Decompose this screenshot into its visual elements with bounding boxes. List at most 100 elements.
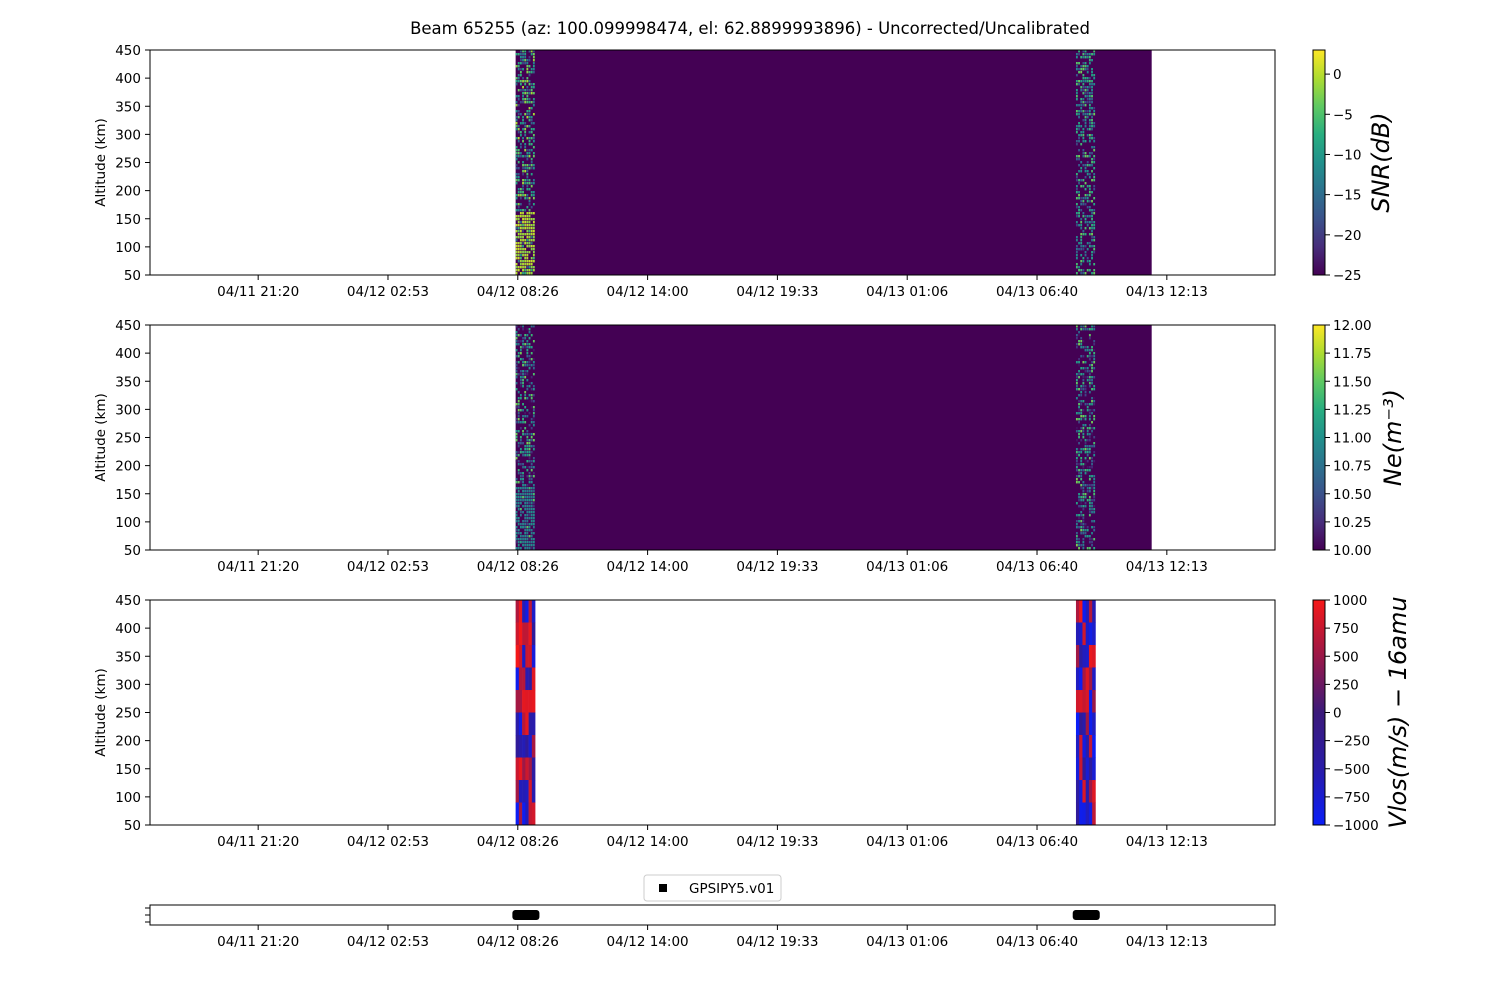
- x-tick-label: 04/13 01:06: [866, 559, 948, 575]
- heatmap-cell: [532, 164, 535, 167]
- heatmap-cell: [519, 514, 522, 517]
- heatmap-cell: [1086, 65, 1089, 68]
- heatmap-cell: [1086, 328, 1089, 331]
- heatmap-cell: [1078, 215, 1080, 218]
- heatmap-cell: [1080, 233, 1083, 236]
- heatmap-cell: [1088, 490, 1091, 493]
- heatmap-cell: [1075, 179, 1078, 182]
- heatmap-cell: [517, 110, 520, 113]
- heatmap-cell: [530, 164, 533, 167]
- heatmap-cell: [1082, 164, 1085, 167]
- heatmap-cell: [1091, 107, 1093, 110]
- heatmap-cell: [1088, 80, 1091, 83]
- heatmap-cell: [528, 110, 531, 113]
- heatmap-cell: [1082, 712, 1086, 736]
- heatmap-cell: [1084, 460, 1087, 463]
- heatmap-cell: [1080, 68, 1083, 71]
- heatmap-cell: [528, 343, 531, 346]
- heatmap-cell: [1075, 526, 1078, 529]
- x-tick-label: 04/13 01:06: [866, 834, 948, 850]
- heatmap-cell: [1093, 251, 1096, 254]
- heatmap-cell: [1088, 92, 1091, 95]
- heatmap-cell: [515, 511, 518, 514]
- heatmap-cell: [524, 415, 527, 418]
- heatmap-cell: [519, 83, 522, 86]
- heatmap-cell: [515, 83, 518, 86]
- colorbar-tick-label: −500: [1333, 762, 1370, 778]
- heatmap-cell: [518, 622, 523, 646]
- heatmap-cell: [519, 257, 522, 260]
- heatmap-cell: [522, 239, 524, 242]
- heatmap-cell: [1093, 155, 1096, 158]
- heatmap-cell: [530, 547, 533, 550]
- heatmap-cell: [515, 349, 518, 352]
- heatmap-cell: [522, 712, 526, 736]
- heatmap-cell: [1088, 436, 1091, 439]
- heatmap-cell: [528, 107, 531, 110]
- heatmap-cell: [1082, 376, 1085, 379]
- heatmap-cell: [1084, 523, 1087, 526]
- heatmap-cell: [519, 251, 522, 254]
- heatmap-cell: [517, 508, 520, 511]
- heatmap-cell: [1082, 367, 1085, 370]
- heatmap-cell: [528, 92, 531, 95]
- heatmap-cell: [1088, 53, 1091, 56]
- heatmap-cell: [528, 433, 531, 436]
- heatmap-cell: [522, 80, 524, 83]
- heatmap-cell: [517, 221, 520, 224]
- heatmap-cell: [532, 236, 535, 239]
- heatmap-cell: [532, 251, 535, 254]
- heatmap-cell: [1082, 269, 1085, 272]
- heatmap-cell: [1075, 104, 1078, 107]
- heatmap-cell: [530, 158, 533, 161]
- heatmap-cell: [1086, 472, 1089, 475]
- heatmap-cell: [1085, 690, 1090, 713]
- heatmap-cell: [518, 600, 523, 623]
- heatmap-cell: [1091, 541, 1093, 544]
- heatmap-cell: [1093, 487, 1096, 490]
- heatmap-cell: [522, 95, 524, 98]
- heatmap-cell: [530, 182, 533, 185]
- heatmap-cell: [1092, 622, 1096, 646]
- heatmap-cell: [515, 364, 518, 367]
- heatmap-cell: [530, 346, 533, 349]
- heatmap-cell: [1091, 68, 1093, 71]
- heatmap-cell: [1082, 137, 1085, 140]
- ne-colorbar: [1312, 324, 1326, 551]
- heatmap-cell: [1084, 463, 1087, 466]
- heatmap-cell: [1086, 206, 1089, 209]
- heatmap-cell: [1084, 227, 1087, 230]
- heatmap-cell: [522, 260, 524, 263]
- heatmap-cell: [1078, 242, 1080, 245]
- heatmap-cell: [1086, 406, 1089, 409]
- heatmap-cell: [1082, 379, 1085, 382]
- heatmap-cell: [522, 496, 524, 499]
- heatmap-cell: [1093, 245, 1096, 248]
- heatmap-cell: [1093, 140, 1096, 143]
- heatmap-cell: [519, 254, 522, 257]
- colorbar-tick-label: −1000: [1333, 818, 1379, 834]
- heatmap-cell: [530, 248, 533, 251]
- heatmap-cell: [524, 260, 527, 263]
- heatmap-cell: [526, 98, 529, 101]
- heatmap-cell: [1080, 544, 1083, 547]
- heatmap-cell: [517, 176, 520, 179]
- heatmap-cell: [522, 538, 524, 541]
- heatmap-cell: [1088, 418, 1091, 421]
- heatmap-cell: [1093, 212, 1096, 215]
- heatmap-cell: [517, 65, 520, 68]
- heatmap-cell: [1078, 68, 1080, 71]
- heatmap-cell: [1091, 245, 1093, 248]
- heatmap-cell: [1080, 209, 1083, 212]
- heatmap-cell: [1093, 418, 1096, 421]
- heatmap-cell: [1086, 349, 1089, 352]
- heatmap-cell: [526, 65, 529, 68]
- heatmap-cell: [1080, 418, 1083, 421]
- heatmap-cell: [515, 197, 518, 200]
- heatmap-cell: [1093, 484, 1096, 487]
- heatmap-cell: [1078, 137, 1080, 140]
- heatmap-cell: [1088, 457, 1091, 460]
- heatmap-cell: [524, 508, 527, 511]
- heatmap-cell: [1091, 532, 1093, 535]
